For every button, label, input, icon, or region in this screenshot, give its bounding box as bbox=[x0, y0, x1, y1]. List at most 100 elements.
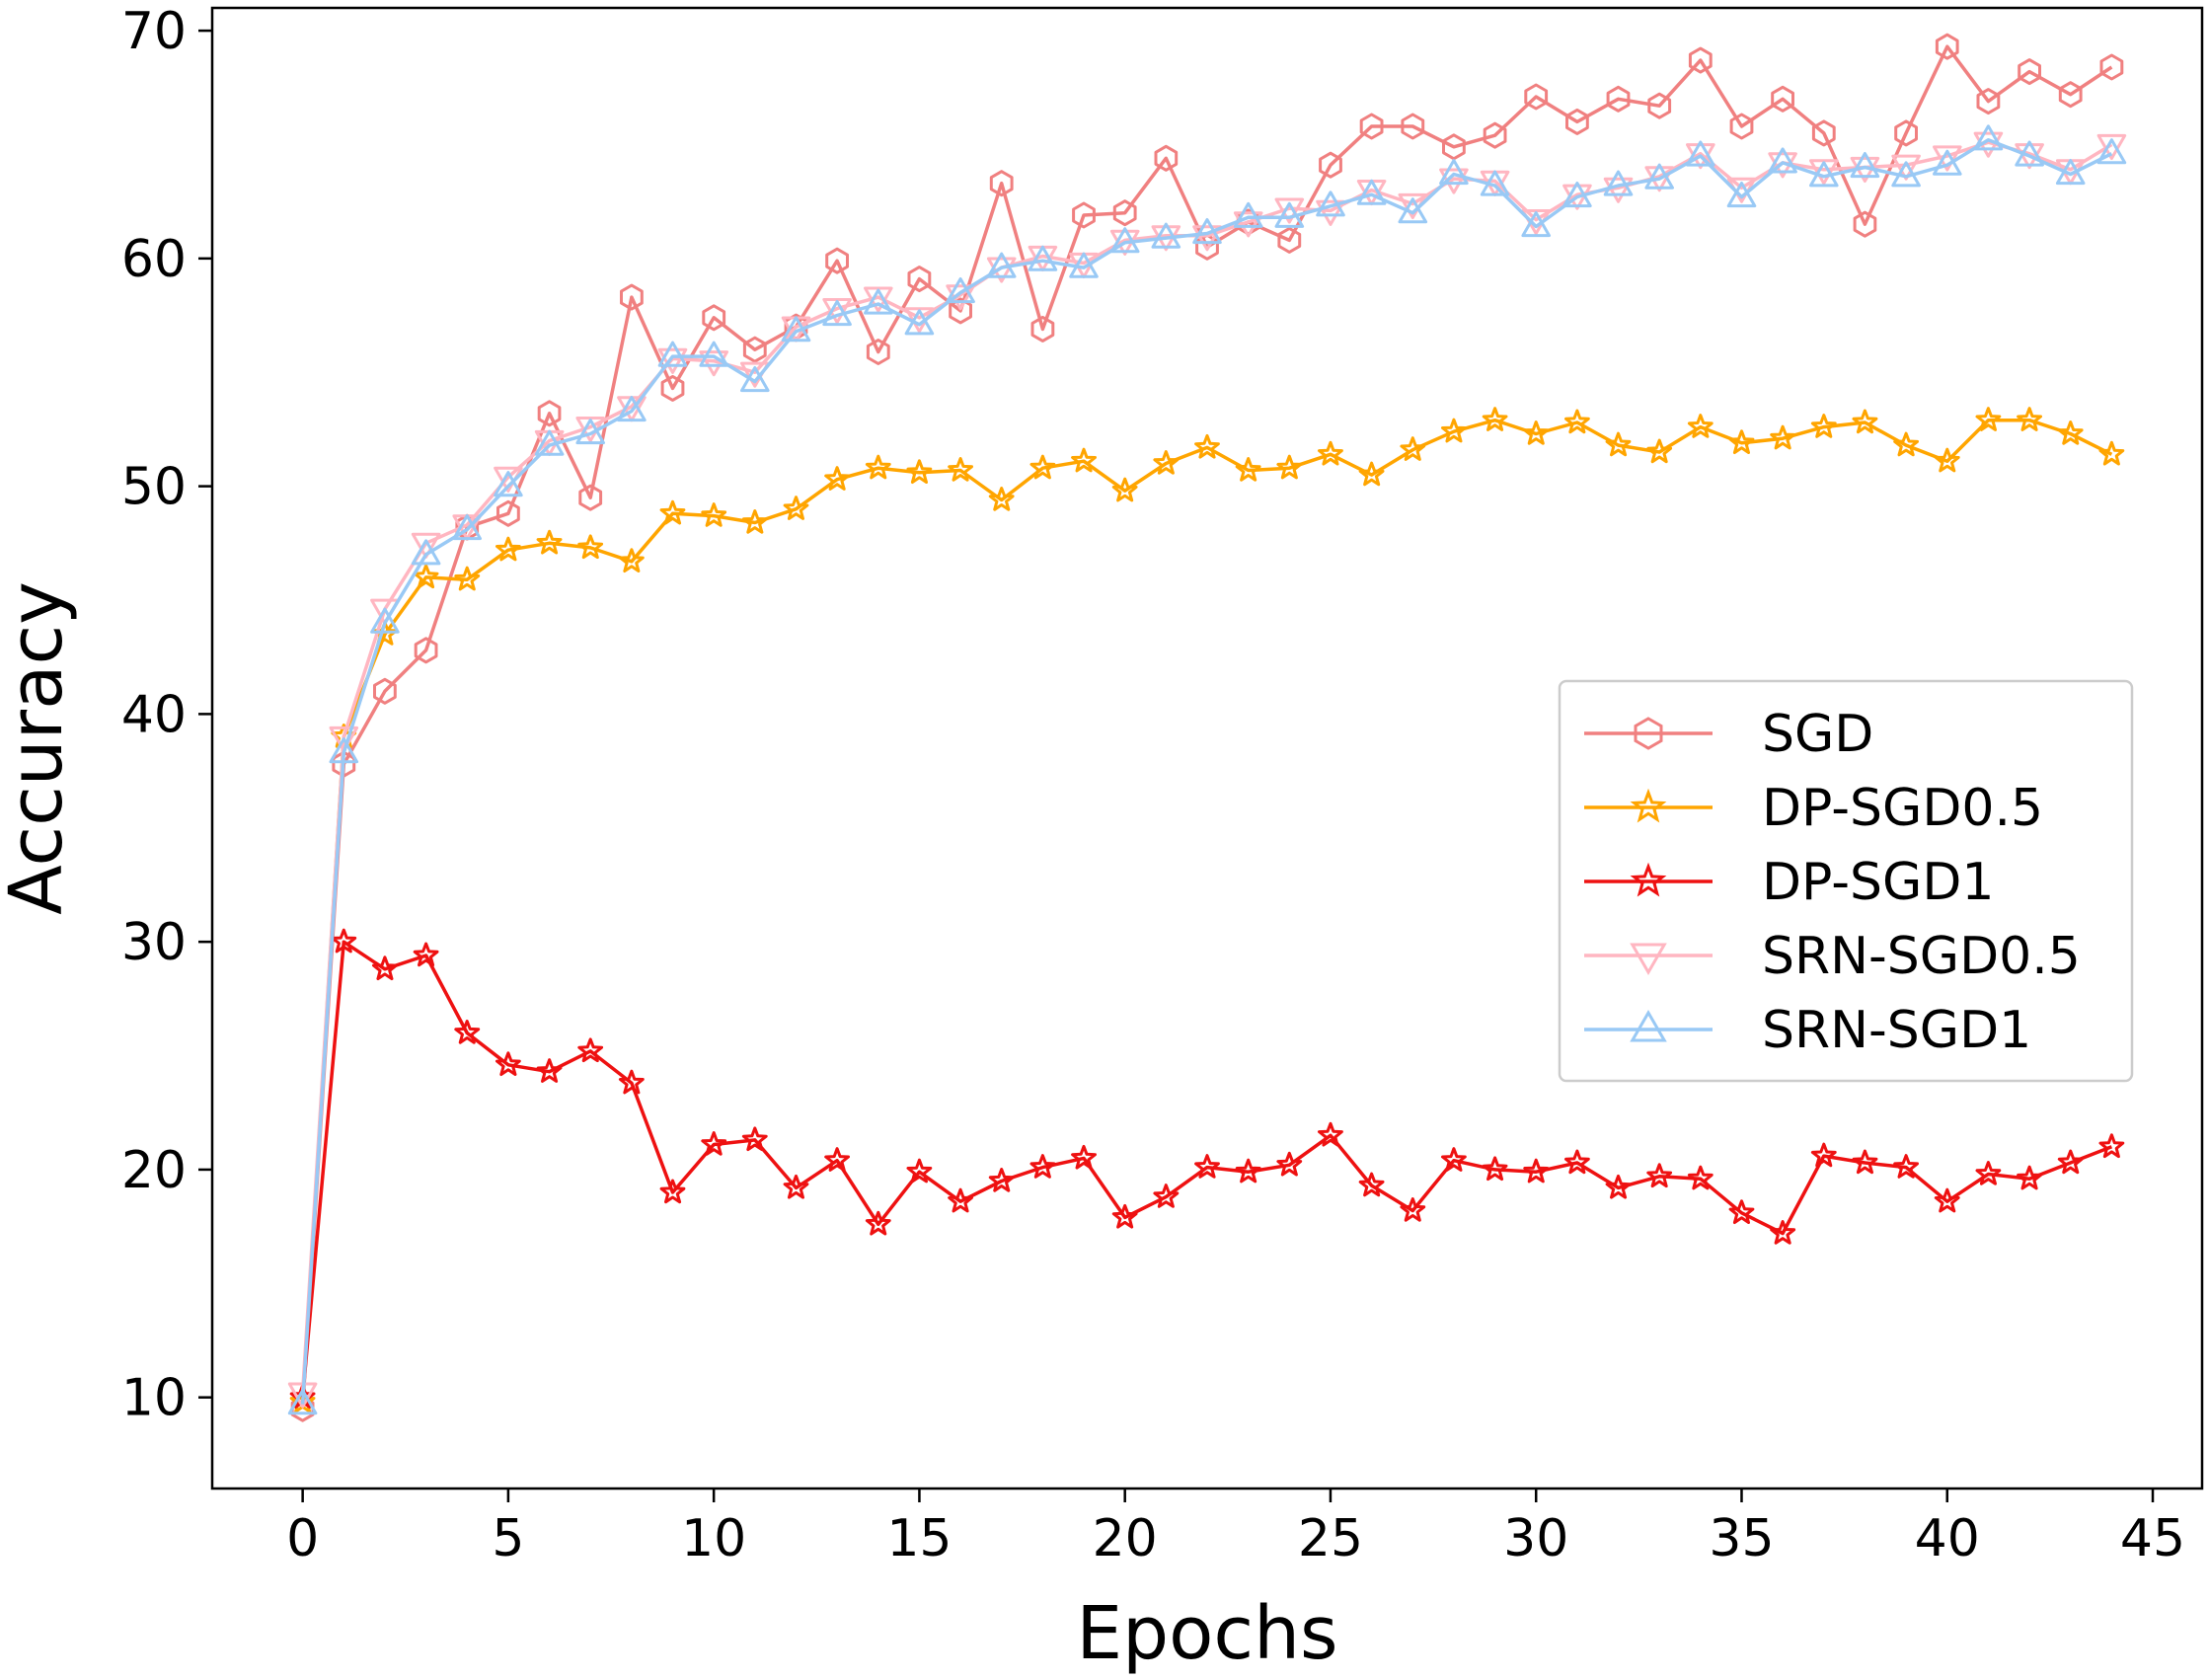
plot-frame bbox=[210, 6, 2204, 1490]
data-point bbox=[1358, 461, 1385, 487]
x-tick-label: 40 bbox=[1915, 1509, 1980, 1568]
data-point bbox=[1482, 407, 1508, 431]
legend-marker bbox=[1630, 862, 1667, 897]
data-point bbox=[1276, 1151, 1303, 1177]
data-point bbox=[701, 502, 727, 527]
data-point bbox=[1853, 210, 1877, 238]
data-point bbox=[413, 942, 439, 967]
x-tick-label: 5 bbox=[492, 1509, 524, 1568]
data-point bbox=[1564, 409, 1590, 434]
data-point bbox=[452, 514, 482, 541]
data-point bbox=[1233, 201, 1263, 228]
data-point bbox=[1770, 424, 1796, 450]
data-point bbox=[824, 466, 850, 491]
data-point bbox=[1810, 414, 1837, 438]
data-point bbox=[742, 336, 767, 363]
data-point bbox=[1153, 450, 1180, 475]
data-point bbox=[1029, 1154, 1056, 1179]
legend-marker bbox=[1634, 717, 1663, 750]
data-point bbox=[1111, 477, 1138, 502]
series-line bbox=[300, 940, 2113, 1398]
data-point bbox=[2055, 159, 2086, 186]
data-point bbox=[699, 350, 728, 377]
data-point bbox=[1277, 226, 1302, 254]
data-point bbox=[1192, 225, 1222, 252]
data-point bbox=[699, 341, 728, 367]
data-point bbox=[1235, 1158, 1261, 1184]
data-point bbox=[1274, 201, 1305, 228]
data-point bbox=[1603, 170, 1634, 196]
data-point bbox=[1401, 113, 1425, 140]
data-point bbox=[1439, 159, 1469, 186]
data-point bbox=[370, 607, 400, 634]
data-point bbox=[2017, 407, 2042, 431]
y-tick-label: 70 bbox=[121, 2, 187, 61]
data-point bbox=[1358, 1172, 1385, 1197]
series-srn-sgd1 bbox=[287, 124, 2127, 1415]
data-point bbox=[1770, 1220, 1796, 1245]
data-point bbox=[1976, 88, 2001, 115]
data-point bbox=[413, 564, 439, 589]
data-point bbox=[329, 737, 359, 764]
data-point bbox=[949, 297, 972, 325]
data-point bbox=[1647, 92, 1672, 119]
data-point bbox=[1975, 1161, 2002, 1185]
data-point bbox=[946, 277, 975, 304]
data-point bbox=[988, 1168, 1015, 1192]
data-point bbox=[1852, 1149, 1878, 1175]
data-point bbox=[1109, 227, 1140, 254]
data-point bbox=[620, 283, 644, 311]
legend-label: SRN-SGD0.5 bbox=[1762, 927, 2081, 986]
y-tick-label: 40 bbox=[121, 685, 187, 744]
legend-item: SRN-SGD1 bbox=[1584, 1001, 2031, 1060]
data-point bbox=[1521, 211, 1551, 238]
data-point bbox=[865, 1210, 891, 1236]
data-point bbox=[989, 170, 1014, 197]
data-point bbox=[1687, 414, 1714, 438]
data-point bbox=[2015, 140, 2044, 167]
data-point bbox=[1483, 121, 1507, 149]
data-point bbox=[1728, 429, 1755, 454]
y-tick-label: 30 bbox=[121, 913, 187, 972]
series-layer bbox=[287, 33, 2127, 1422]
data-point bbox=[1069, 252, 1099, 278]
x-tick-label: 45 bbox=[2120, 1509, 2185, 1568]
y-axis-title: Accuracy bbox=[0, 581, 79, 915]
data-point bbox=[822, 300, 852, 327]
axes-layer: 0 5 10 15 20 25 30 35 40 45 10 20 30 40 50 60 70 bbox=[121, 2, 2185, 1568]
data-point bbox=[618, 548, 645, 573]
data-point bbox=[904, 309, 935, 336]
data-point bbox=[1811, 119, 1836, 147]
data-point bbox=[1891, 154, 1921, 181]
y-tick-label: 20 bbox=[121, 1141, 187, 1200]
data-point bbox=[494, 471, 523, 497]
data-point bbox=[575, 419, 605, 445]
data-point bbox=[1441, 418, 1467, 443]
data-point bbox=[1359, 113, 1384, 140]
legend-box bbox=[1558, 679, 2134, 1083]
data-point bbox=[2018, 58, 2041, 86]
data-point bbox=[2096, 133, 2127, 160]
y-tick-label: 10 bbox=[121, 1369, 187, 1428]
data-point bbox=[948, 1187, 973, 1213]
data-point bbox=[329, 725, 359, 752]
x-tick-label: 0 bbox=[286, 1509, 319, 1568]
data-point bbox=[2057, 420, 2084, 445]
data-point bbox=[287, 1389, 318, 1415]
data-point bbox=[1071, 447, 1097, 473]
data-point bbox=[1030, 315, 1055, 343]
data-point bbox=[1935, 33, 1959, 60]
data-point bbox=[866, 339, 890, 365]
legend-item: DP-SGD1 bbox=[1584, 853, 1994, 912]
legend-label: SRN-SGD1 bbox=[1762, 1001, 2031, 1060]
data-point bbox=[2096, 138, 2127, 165]
data-point bbox=[495, 1051, 521, 1076]
data-point bbox=[1233, 211, 1263, 238]
data-point bbox=[1605, 1174, 1632, 1199]
data-point bbox=[1893, 1154, 1919, 1179]
data-point bbox=[2099, 53, 2124, 81]
data-point bbox=[2058, 81, 2083, 109]
data-point bbox=[1565, 108, 1589, 135]
x-axis-title: Epochs bbox=[1076, 1591, 1337, 1676]
data-point bbox=[1400, 1197, 1426, 1222]
